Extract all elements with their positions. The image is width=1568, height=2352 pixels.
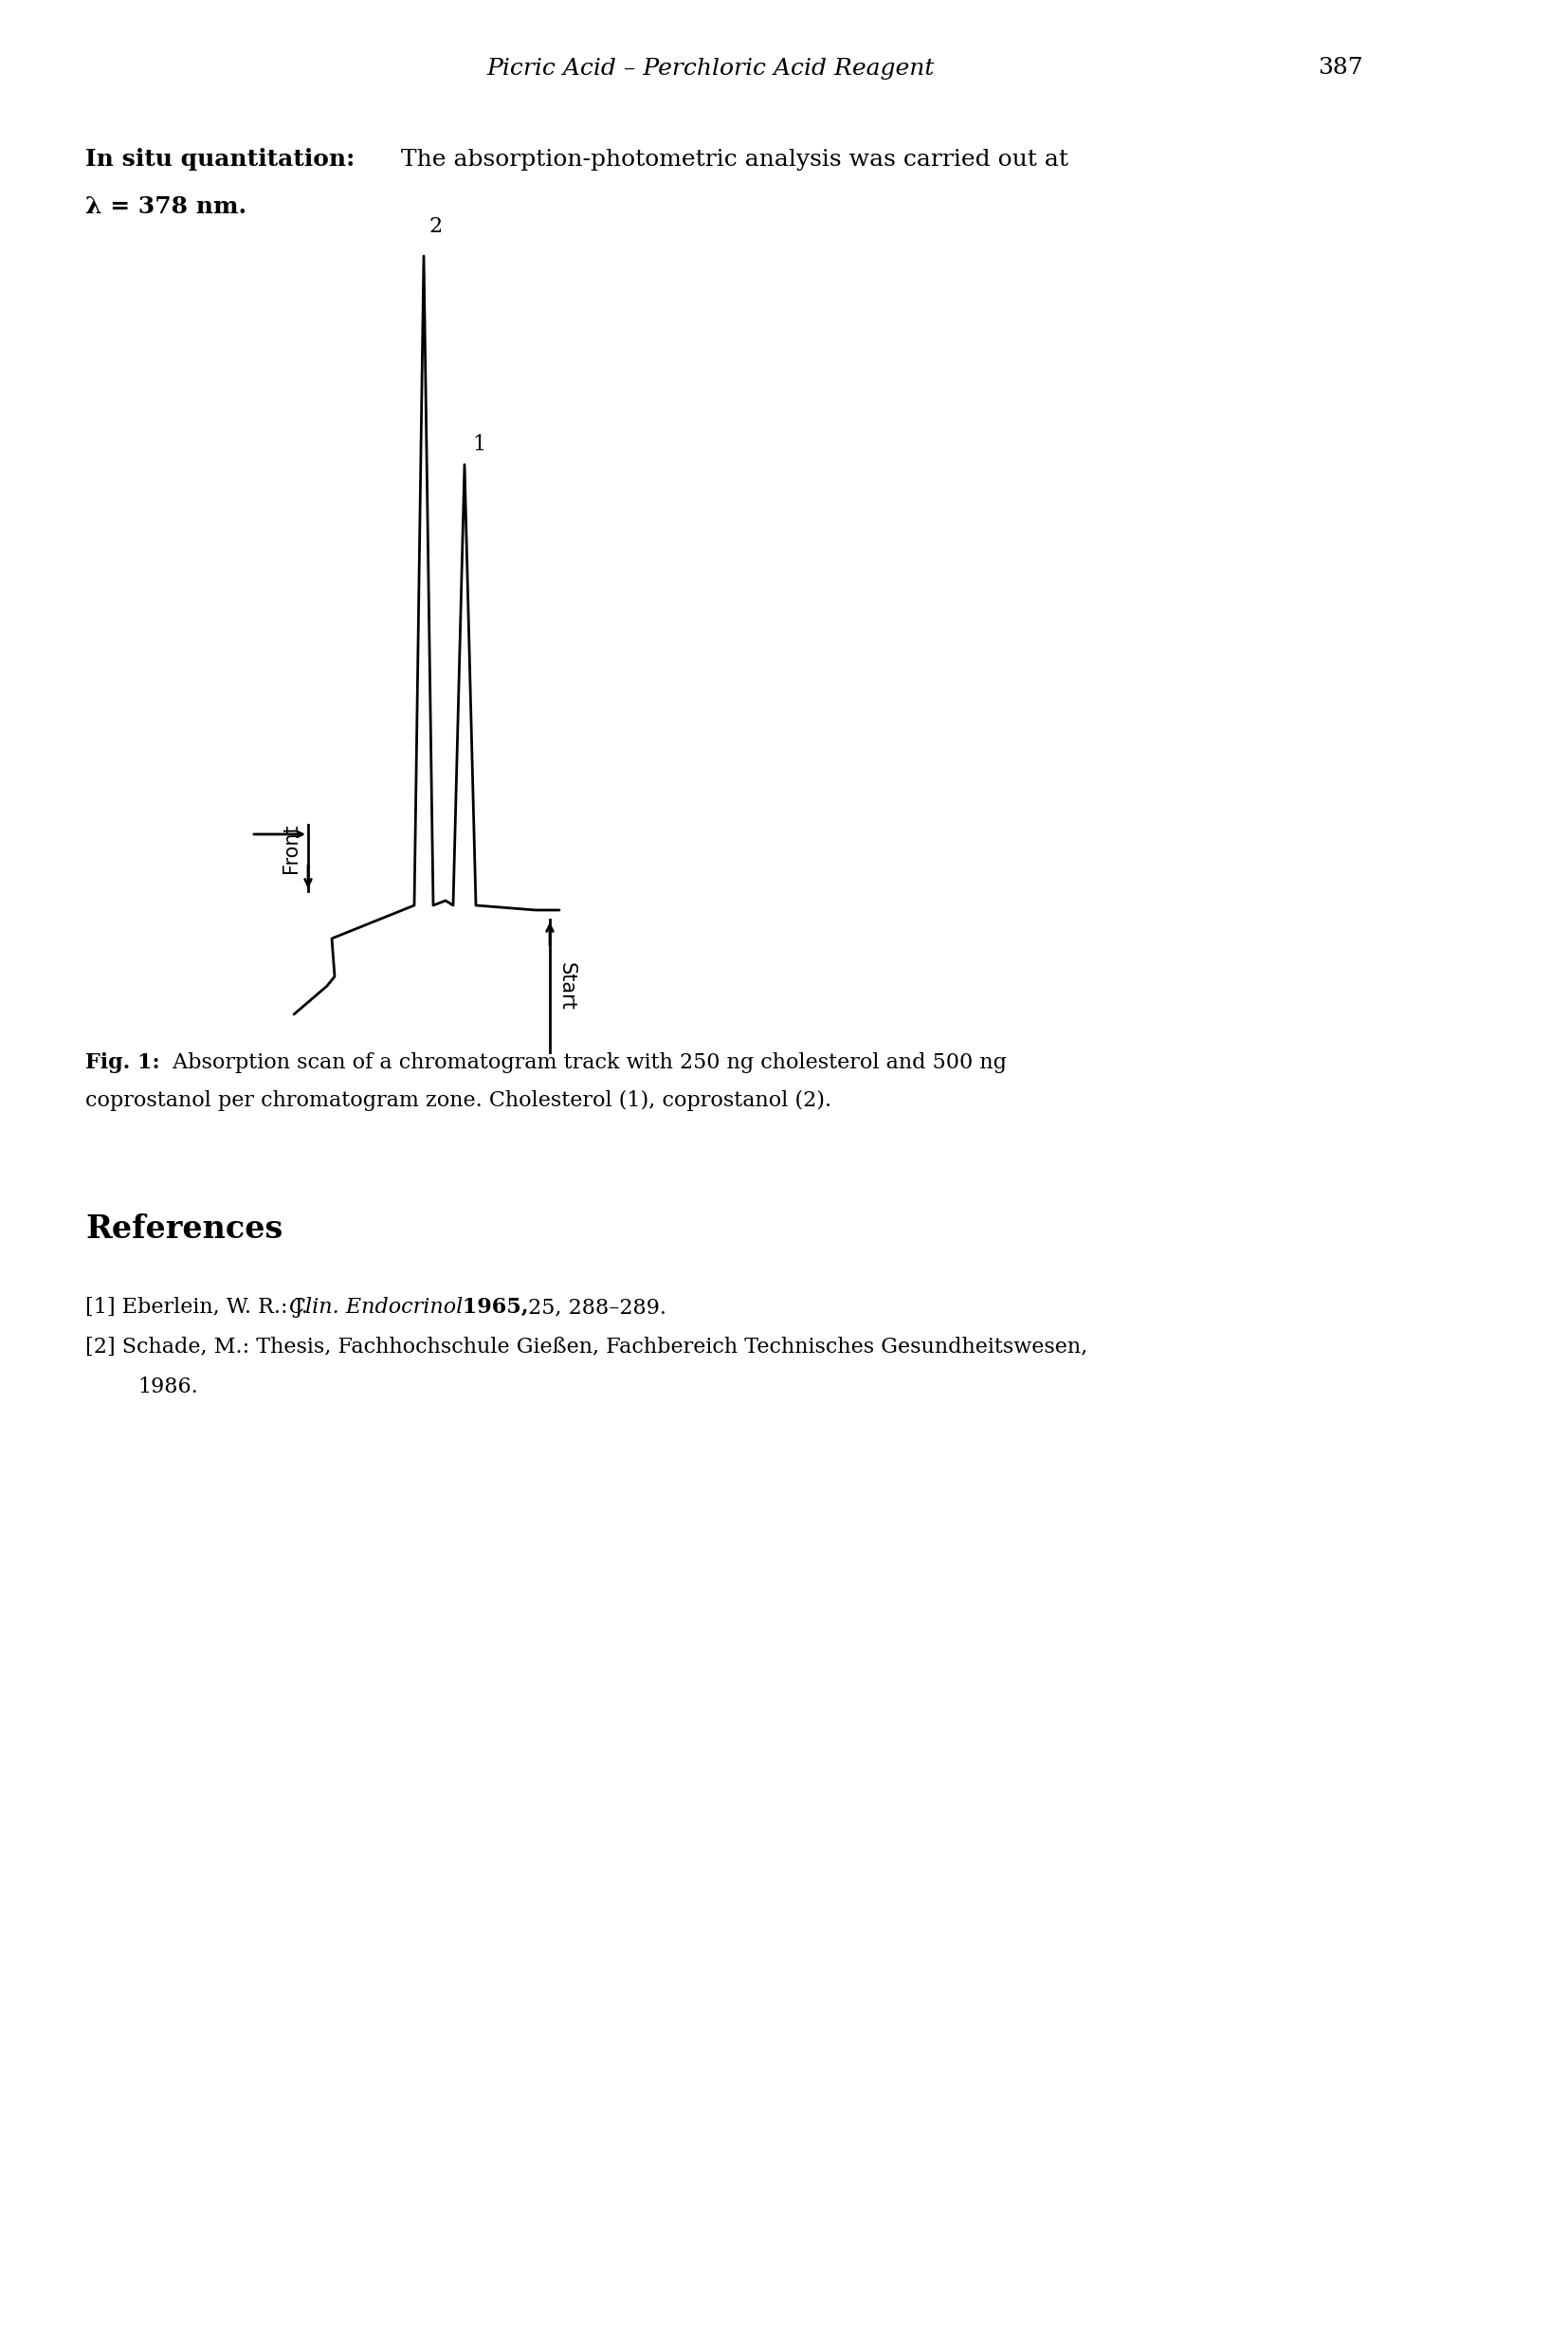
- Text: 1965,: 1965,: [455, 1296, 528, 1317]
- Text: In situ quantitation:: In situ quantitation:: [85, 148, 354, 172]
- Text: [1] Eberlein, W. R.: J.: [1] Eberlein, W. R.: J.: [85, 1296, 315, 1317]
- Text: Fig. 1:: Fig. 1:: [85, 1051, 160, 1073]
- Text: Absorption scan of a chromatogram track with 250 ng cholesterol and 500 ng: Absorption scan of a chromatogram track …: [166, 1051, 1007, 1073]
- Text: 1: 1: [472, 435, 486, 454]
- Text: Picric Acid – Perchloric Acid Reagent: Picric Acid – Perchloric Acid Reagent: [488, 56, 935, 80]
- Text: Clin. Endocrinol: Clin. Endocrinol: [289, 1296, 463, 1317]
- Text: Start: Start: [558, 962, 577, 1009]
- Text: 2: 2: [428, 216, 442, 238]
- Text: References: References: [85, 1214, 282, 1244]
- Text: coprostanol per chromatogram zone. Cholesterol (1), coprostanol (2).: coprostanol per chromatogram zone. Chole…: [85, 1091, 831, 1110]
- Text: Front: Front: [282, 823, 301, 873]
- Text: 387: 387: [1317, 56, 1363, 80]
- Text: 25, 288–289.: 25, 288–289.: [522, 1296, 666, 1317]
- Text: [2] Schade, M.: Thesis, Fachhochschule Gießen, Fachbereich Technisches Gesundhei: [2] Schade, M.: Thesis, Fachhochschule G…: [85, 1336, 1088, 1357]
- Text: The absorption-photometric analysis was carried out at: The absorption-photometric analysis was …: [394, 148, 1068, 169]
- Text: λ = 378 nm.: λ = 378 nm.: [85, 195, 246, 219]
- Text: 1986.: 1986.: [138, 1376, 198, 1397]
